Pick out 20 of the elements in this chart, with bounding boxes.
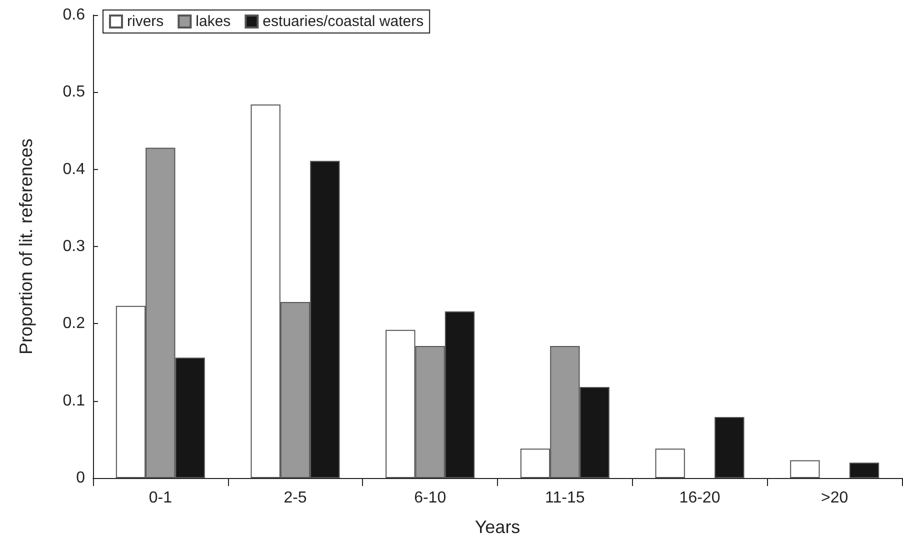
x-tick-label: >20: [821, 490, 848, 506]
bar: [655, 448, 685, 478]
y-tick-label: 0.6: [62, 6, 86, 24]
x-axis-title: Years: [474, 517, 520, 537]
x-tick-label: 2-5: [284, 490, 307, 506]
y-axis-title: Proportion of lit. references: [16, 138, 36, 355]
y-tick-label: 0.5: [62, 84, 86, 101]
y-tick-label: 0.4: [62, 160, 86, 178]
y-tick-label: 0.2: [62, 315, 86, 332]
legend-label: estuaries/coastal waters: [262, 13, 424, 30]
legend-label: rivers: [127, 13, 164, 30]
bar: [790, 460, 820, 478]
legend-label: lakes: [196, 13, 231, 30]
x-tick-label: 6-10: [414, 490, 446, 506]
y-tick-label: 0.3: [62, 238, 86, 255]
x-tick-label: 16-20: [679, 490, 720, 506]
y-tick-label: 0.1: [62, 392, 86, 410]
x-tick-label: 11-15: [545, 490, 585, 506]
y-tick-label: 0: [76, 470, 86, 486]
x-tick-label: 0-1: [148, 490, 172, 506]
